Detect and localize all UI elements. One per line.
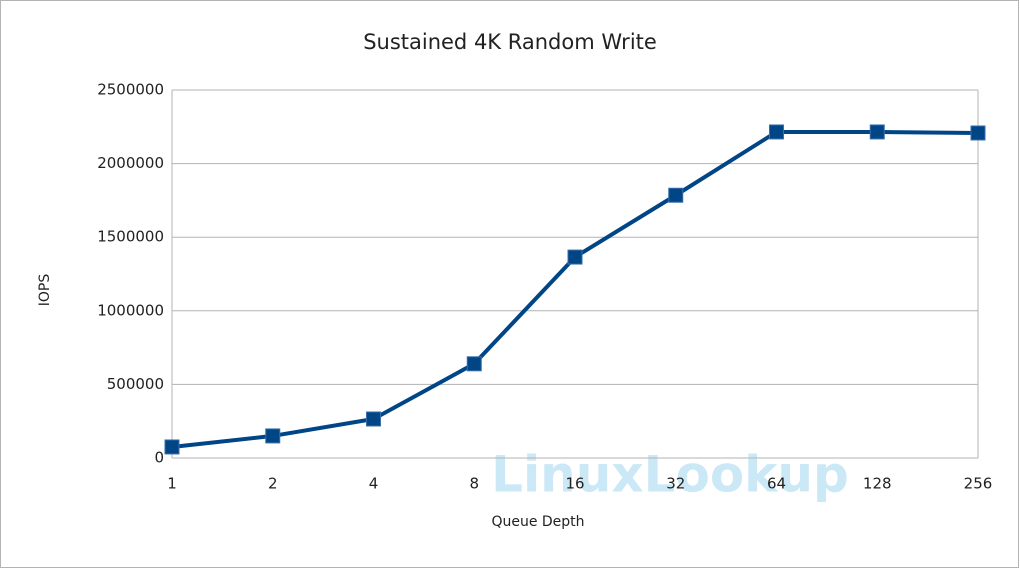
- data-point: [164, 439, 180, 455]
- data-point: [668, 187, 684, 203]
- y-tick-label: 1500000: [97, 228, 164, 246]
- x-tick-label: 4: [369, 475, 379, 493]
- x-tick-label: 16: [565, 475, 584, 493]
- data-point: [567, 249, 583, 265]
- x-tick-label: 1: [167, 475, 177, 493]
- x-tick-label: 32: [666, 475, 685, 493]
- data-point: [769, 124, 784, 140]
- chart-title: Sustained 4K Random Write: [363, 30, 657, 54]
- x-tick-label: 64: [767, 475, 786, 493]
- data-point: [466, 356, 482, 372]
- x-tick-label: 2: [268, 475, 278, 493]
- watermark: LinuxLookup: [491, 446, 849, 504]
- y-tick-label: 500000: [107, 375, 164, 393]
- x-tick-label: 256: [964, 475, 993, 493]
- data-point: [869, 124, 885, 140]
- data-point: [265, 428, 281, 444]
- y-tick-label: 2500000: [97, 81, 164, 99]
- x-tick-label: 128: [863, 475, 892, 493]
- y-tick-label: 2000000: [97, 154, 164, 172]
- y-tick-label: 1000000: [97, 301, 164, 319]
- y-tick-label: 0: [154, 449, 164, 467]
- x-axis-label: Queue Depth: [491, 514, 584, 530]
- x-tick-label: 8: [469, 475, 479, 493]
- data-point: [366, 411, 381, 427]
- y-axis-label: IOPS: [37, 274, 53, 307]
- data-point: [970, 125, 986, 141]
